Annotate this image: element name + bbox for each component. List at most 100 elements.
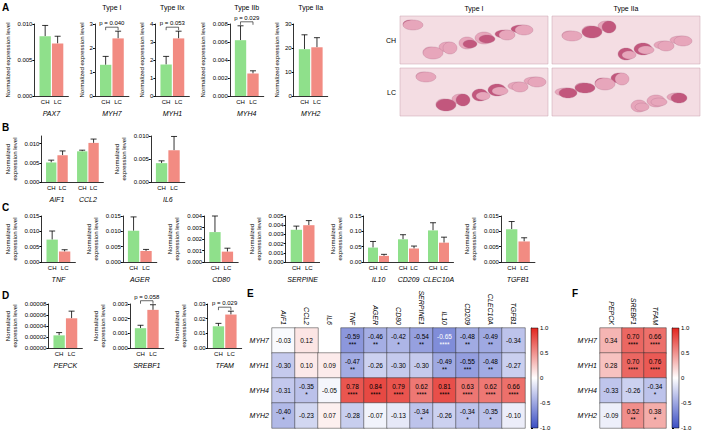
svg-text:0.005: 0.005 — [106, 244, 122, 250]
svg-text:0.07: 0.07 — [323, 412, 336, 419]
svg-text:CH: CH — [399, 265, 408, 271]
svg-text:0.62: 0.62 — [484, 383, 497, 390]
svg-text:CH: CH — [292, 265, 301, 271]
svg-text:LC: LC — [520, 265, 528, 271]
svg-text:2: 2 — [150, 57, 154, 63]
svg-text:CD80: CD80 — [395, 307, 402, 325]
svg-text:CH: CH — [129, 265, 138, 271]
svg-text:0.001: 0.001 — [187, 248, 203, 254]
svg-text:MYH2: MYH2 — [578, 412, 598, 419]
svg-text:LC: LC — [114, 99, 122, 105]
svg-text:p = 0.058: p = 0.058 — [134, 294, 160, 300]
svg-text:expression level: expression level — [12, 304, 18, 347]
svg-text:CH: CH — [386, 37, 396, 44]
svg-text:Type IIa: Type IIa — [614, 5, 639, 13]
svg-text:MYH2: MYH2 — [250, 412, 270, 419]
svg-text:0.005: 0.005 — [24, 160, 40, 166]
svg-text:0.15: 0.15 — [350, 213, 362, 219]
svg-text:**: ** — [630, 416, 636, 423]
svg-text:****: **** — [393, 391, 404, 398]
svg-text:0.004: 0.004 — [269, 222, 285, 228]
svg-text:LC: LC — [175, 99, 183, 105]
svg-text:SERPINE1: SERPINE1 — [418, 290, 425, 325]
svg-text:CH: CH — [48, 265, 57, 271]
svg-text:Type IIx: Type IIx — [160, 4, 185, 12]
svg-text:0.000: 0.000 — [269, 259, 285, 265]
svg-text:-0.54: -0.54 — [414, 333, 429, 340]
svg-text:0.002: 0.002 — [187, 236, 203, 242]
svg-text:LC: LC — [410, 265, 418, 271]
svg-text:Type IIb: Type IIb — [234, 4, 259, 12]
svg-text:AGER: AGER — [129, 276, 150, 283]
svg-text:CH: CH — [369, 265, 378, 271]
svg-text:expression level: expression level — [337, 217, 343, 260]
svg-text:CCL2: CCL2 — [303, 307, 310, 325]
svg-text:0.00: 0.00 — [194, 345, 206, 351]
svg-text:0.010: 0.010 — [24, 228, 40, 234]
svg-text:0.000: 0.000 — [24, 179, 40, 185]
svg-text:0.28: 0.28 — [605, 362, 618, 369]
svg-text:-0.46: -0.46 — [368, 333, 383, 340]
svg-text:-0.5: -0.5 — [540, 400, 551, 406]
svg-text:Normalized expression level: Normalized expression level — [274, 22, 280, 97]
svg-text:-0.26: -0.26 — [437, 412, 452, 419]
svg-text:CH: CH — [162, 99, 171, 105]
svg-text:0.015: 0.015 — [106, 213, 122, 219]
svg-text:LC: LC — [380, 265, 388, 271]
svg-text:**: ** — [488, 341, 494, 348]
svg-text:MYH1: MYH1 — [163, 110, 183, 117]
svg-text:0.02: 0.02 — [194, 316, 206, 322]
svg-text:-0.49: -0.49 — [437, 358, 452, 365]
svg-text:A: A — [2, 2, 9, 13]
svg-text:0.34: 0.34 — [605, 337, 618, 344]
svg-text:Type I: Type I — [464, 5, 483, 13]
svg-text:0.004: 0.004 — [213, 57, 229, 63]
svg-text:p = 0.040: p = 0.040 — [99, 20, 125, 26]
svg-text:-0.27: -0.27 — [506, 362, 521, 369]
svg-text:TFAM: TFAM — [215, 362, 234, 369]
svg-text:0.005: 0.005 — [24, 244, 40, 250]
svg-text:3: 3 — [150, 39, 154, 45]
svg-text:CD209: CD209 — [398, 276, 420, 283]
svg-text:-0.59: -0.59 — [345, 333, 360, 340]
svg-text:****: **** — [439, 341, 450, 348]
svg-text:-0.28: -0.28 — [345, 412, 360, 419]
svg-text:Normalized expression level: Normalized expression level — [139, 22, 145, 97]
svg-text:TGFB1: TGFB1 — [510, 302, 517, 325]
svg-text:****: **** — [508, 391, 519, 398]
svg-text:0.000: 0.000 — [134, 179, 150, 185]
svg-text:1.0: 1.0 — [540, 325, 549, 331]
svg-text:Normalized: Normalized — [93, 311, 99, 341]
svg-text:0.000: 0.000 — [484, 259, 500, 265]
svg-text:****: **** — [650, 341, 661, 348]
svg-text:B: B — [2, 122, 9, 133]
svg-text:-0.23: -0.23 — [299, 412, 314, 419]
svg-text:0.005: 0.005 — [134, 156, 150, 162]
svg-text:Normalized expression level: Normalized expression level — [200, 22, 206, 97]
svg-text:****: **** — [347, 391, 358, 398]
svg-text:0.002: 0.002 — [113, 316, 129, 322]
svg-text:0.005: 0.005 — [17, 57, 33, 63]
svg-text:**: ** — [350, 366, 356, 373]
svg-text:-0.30: -0.30 — [276, 362, 291, 369]
svg-text:0.015: 0.015 — [24, 213, 40, 219]
svg-text:C: C — [2, 202, 9, 213]
svg-text:4: 4 — [150, 21, 154, 27]
svg-text:0: 0 — [90, 93, 94, 99]
svg-text:0: 0 — [150, 93, 154, 99]
svg-text:-0.34: -0.34 — [460, 408, 475, 415]
svg-text:-0.33: -0.33 — [604, 387, 619, 394]
svg-text:****: **** — [439, 391, 450, 398]
svg-text:0.010: 0.010 — [24, 141, 40, 147]
svg-text:TFAM: TFAM — [652, 306, 659, 325]
svg-text:IL10: IL10 — [441, 311, 448, 325]
svg-text:0.66: 0.66 — [649, 333, 662, 340]
svg-text:30: 30 — [285, 21, 292, 27]
svg-text:p = 0.029: p = 0.029 — [212, 300, 238, 306]
svg-text:0.10: 0.10 — [300, 362, 313, 369]
svg-text:Normalized: Normalized — [330, 224, 336, 254]
svg-text:-0.30: -0.30 — [414, 362, 429, 369]
svg-text:CLEC10A: CLEC10A — [487, 294, 494, 325]
svg-text:0.78: 0.78 — [346, 383, 359, 390]
svg-text:Normalized: Normalized — [114, 144, 120, 174]
